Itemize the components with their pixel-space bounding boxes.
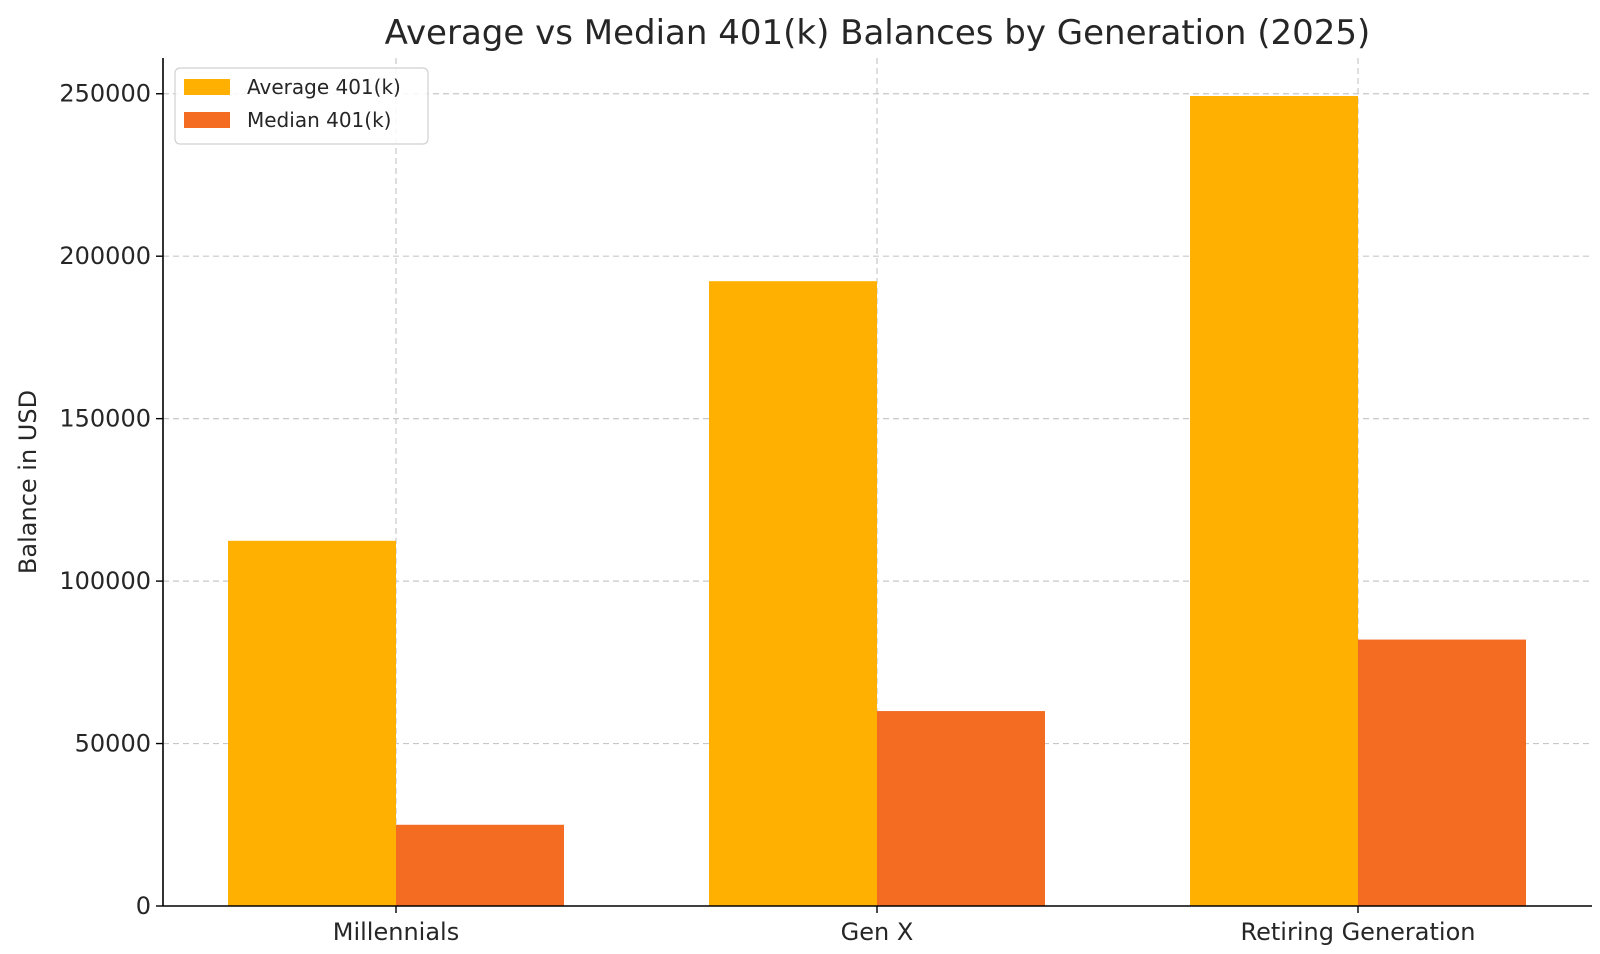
- y-tick-label: 150000: [59, 405, 151, 433]
- legend-swatch: [184, 112, 230, 128]
- bar-average-millennials: [228, 540, 396, 906]
- bars: [228, 96, 1526, 906]
- y-tick-label: 0: [136, 892, 151, 920]
- bar-average-retiring-generation: [1190, 96, 1358, 906]
- bar-median-retiring-generation: [1358, 639, 1526, 906]
- legend-label: Average 401(k): [247, 75, 401, 99]
- tick-labels: 0 50000 100000 150000 200000 250000 Millennial…: [59, 80, 1475, 946]
- y-tick-label: 100000: [59, 567, 151, 595]
- y-tick-label: 200000: [59, 242, 151, 270]
- y-tick-label: 50000: [75, 730, 151, 758]
- x-tick-label: Millennials: [333, 918, 459, 946]
- y-tick-label: 250000: [59, 80, 151, 108]
- legend-label: Median 401(k): [247, 108, 391, 132]
- bar-average-gen-x: [709, 281, 877, 906]
- bar-median-gen-x: [877, 711, 1045, 906]
- legend: Average 401(k) Median 401(k): [174, 67, 429, 145]
- chart-title: Average vs Median 401(k) Balances by Gen…: [385, 13, 1371, 53]
- legend-swatch: [184, 79, 230, 95]
- bar-median-millennials: [396, 824, 564, 906]
- y-axis-label: Balance in USD: [14, 390, 42, 574]
- x-tick-label: Gen X: [841, 918, 914, 946]
- axes: [156, 58, 1592, 913]
- x-tick-label: Retiring Generation: [1241, 918, 1476, 946]
- legend-box: [174, 67, 429, 145]
